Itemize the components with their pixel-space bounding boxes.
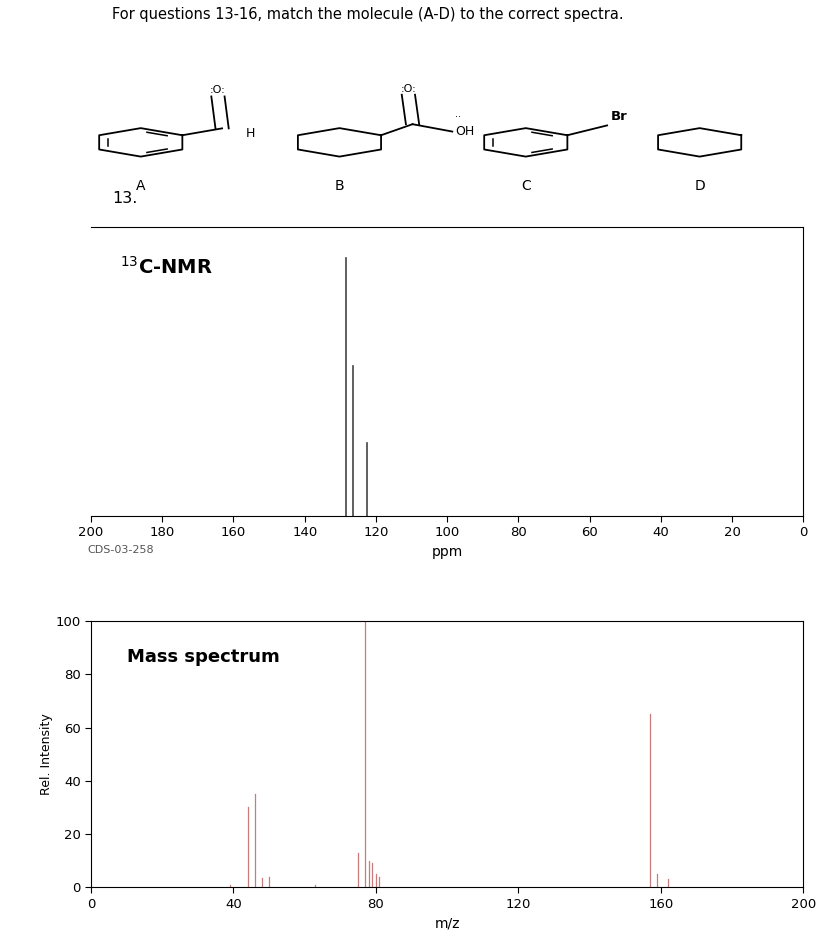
Y-axis label: Rel. Intensity: Rel. Intensity: [40, 714, 53, 795]
Text: For questions 13-16, match the molecule (A-D) to the correct spectra.: For questions 13-16, match the molecule …: [112, 8, 623, 23]
X-axis label: m/z: m/z: [434, 917, 459, 931]
Text: OH: OH: [454, 125, 473, 138]
Text: B: B: [334, 178, 344, 193]
Text: CDS-03-258: CDS-03-258: [88, 545, 154, 554]
Text: Mass spectrum: Mass spectrum: [127, 648, 279, 666]
Text: ppm: ppm: [431, 545, 462, 559]
Text: 13.: 13.: [112, 192, 137, 207]
Text: A: A: [136, 178, 146, 193]
Text: :O:: :O:: [210, 85, 226, 95]
Text: :O:: :O:: [400, 83, 416, 93]
Text: Br: Br: [609, 110, 626, 124]
Text: D: D: [694, 178, 704, 193]
Text: $^{13}$C-NMR: $^{13}$C-NMR: [119, 256, 212, 278]
Text: ..: ..: [454, 110, 460, 119]
Text: H: H: [245, 126, 255, 140]
Text: C: C: [520, 178, 530, 193]
